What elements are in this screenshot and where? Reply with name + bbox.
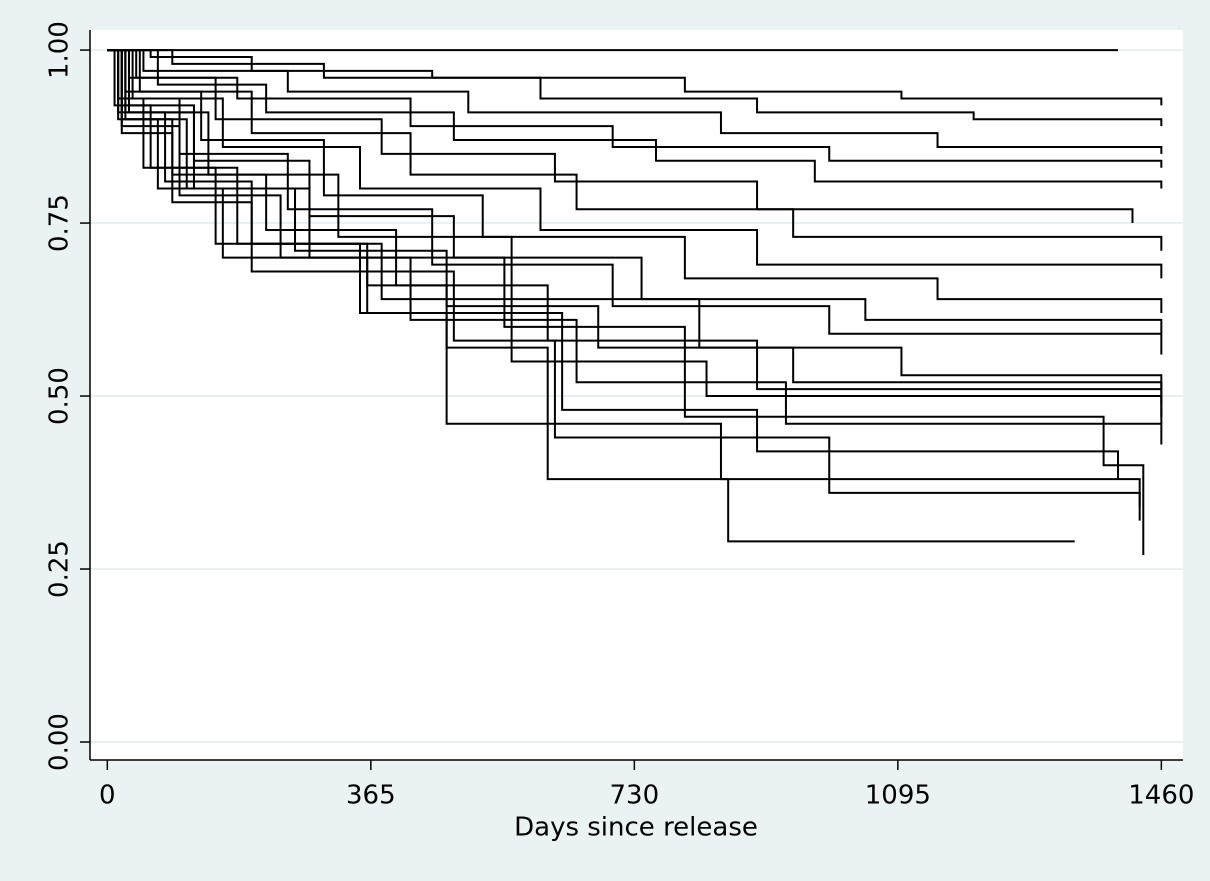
x-tick-label: 0 (99, 781, 116, 811)
survival-curve (107, 49, 1163, 127)
survival-curve (107, 49, 1163, 154)
y-tick-label: 0.00 (45, 713, 75, 771)
x-axis-label: Days since release (514, 813, 758, 843)
x-tick-label: 1095 (865, 781, 931, 811)
plot-area (90, 30, 1183, 760)
x-tick-label: 365 (346, 781, 396, 811)
survival-curve (107, 49, 1075, 543)
survival-curve (107, 49, 1163, 314)
x-tick-label: 1460 (1128, 781, 1194, 811)
survival-curve (107, 49, 1145, 556)
survival-curve (107, 49, 1163, 189)
y-tick-label: 0.50 (45, 367, 75, 425)
y-tick-label: 0.75 (45, 194, 75, 252)
survival-curve (107, 49, 1141, 521)
x-tick-label: 730 (610, 781, 660, 811)
survival-curve (107, 49, 1141, 507)
y-tick-label: 0.25 (45, 540, 75, 598)
y-tick-label: 1.00 (45, 21, 75, 79)
